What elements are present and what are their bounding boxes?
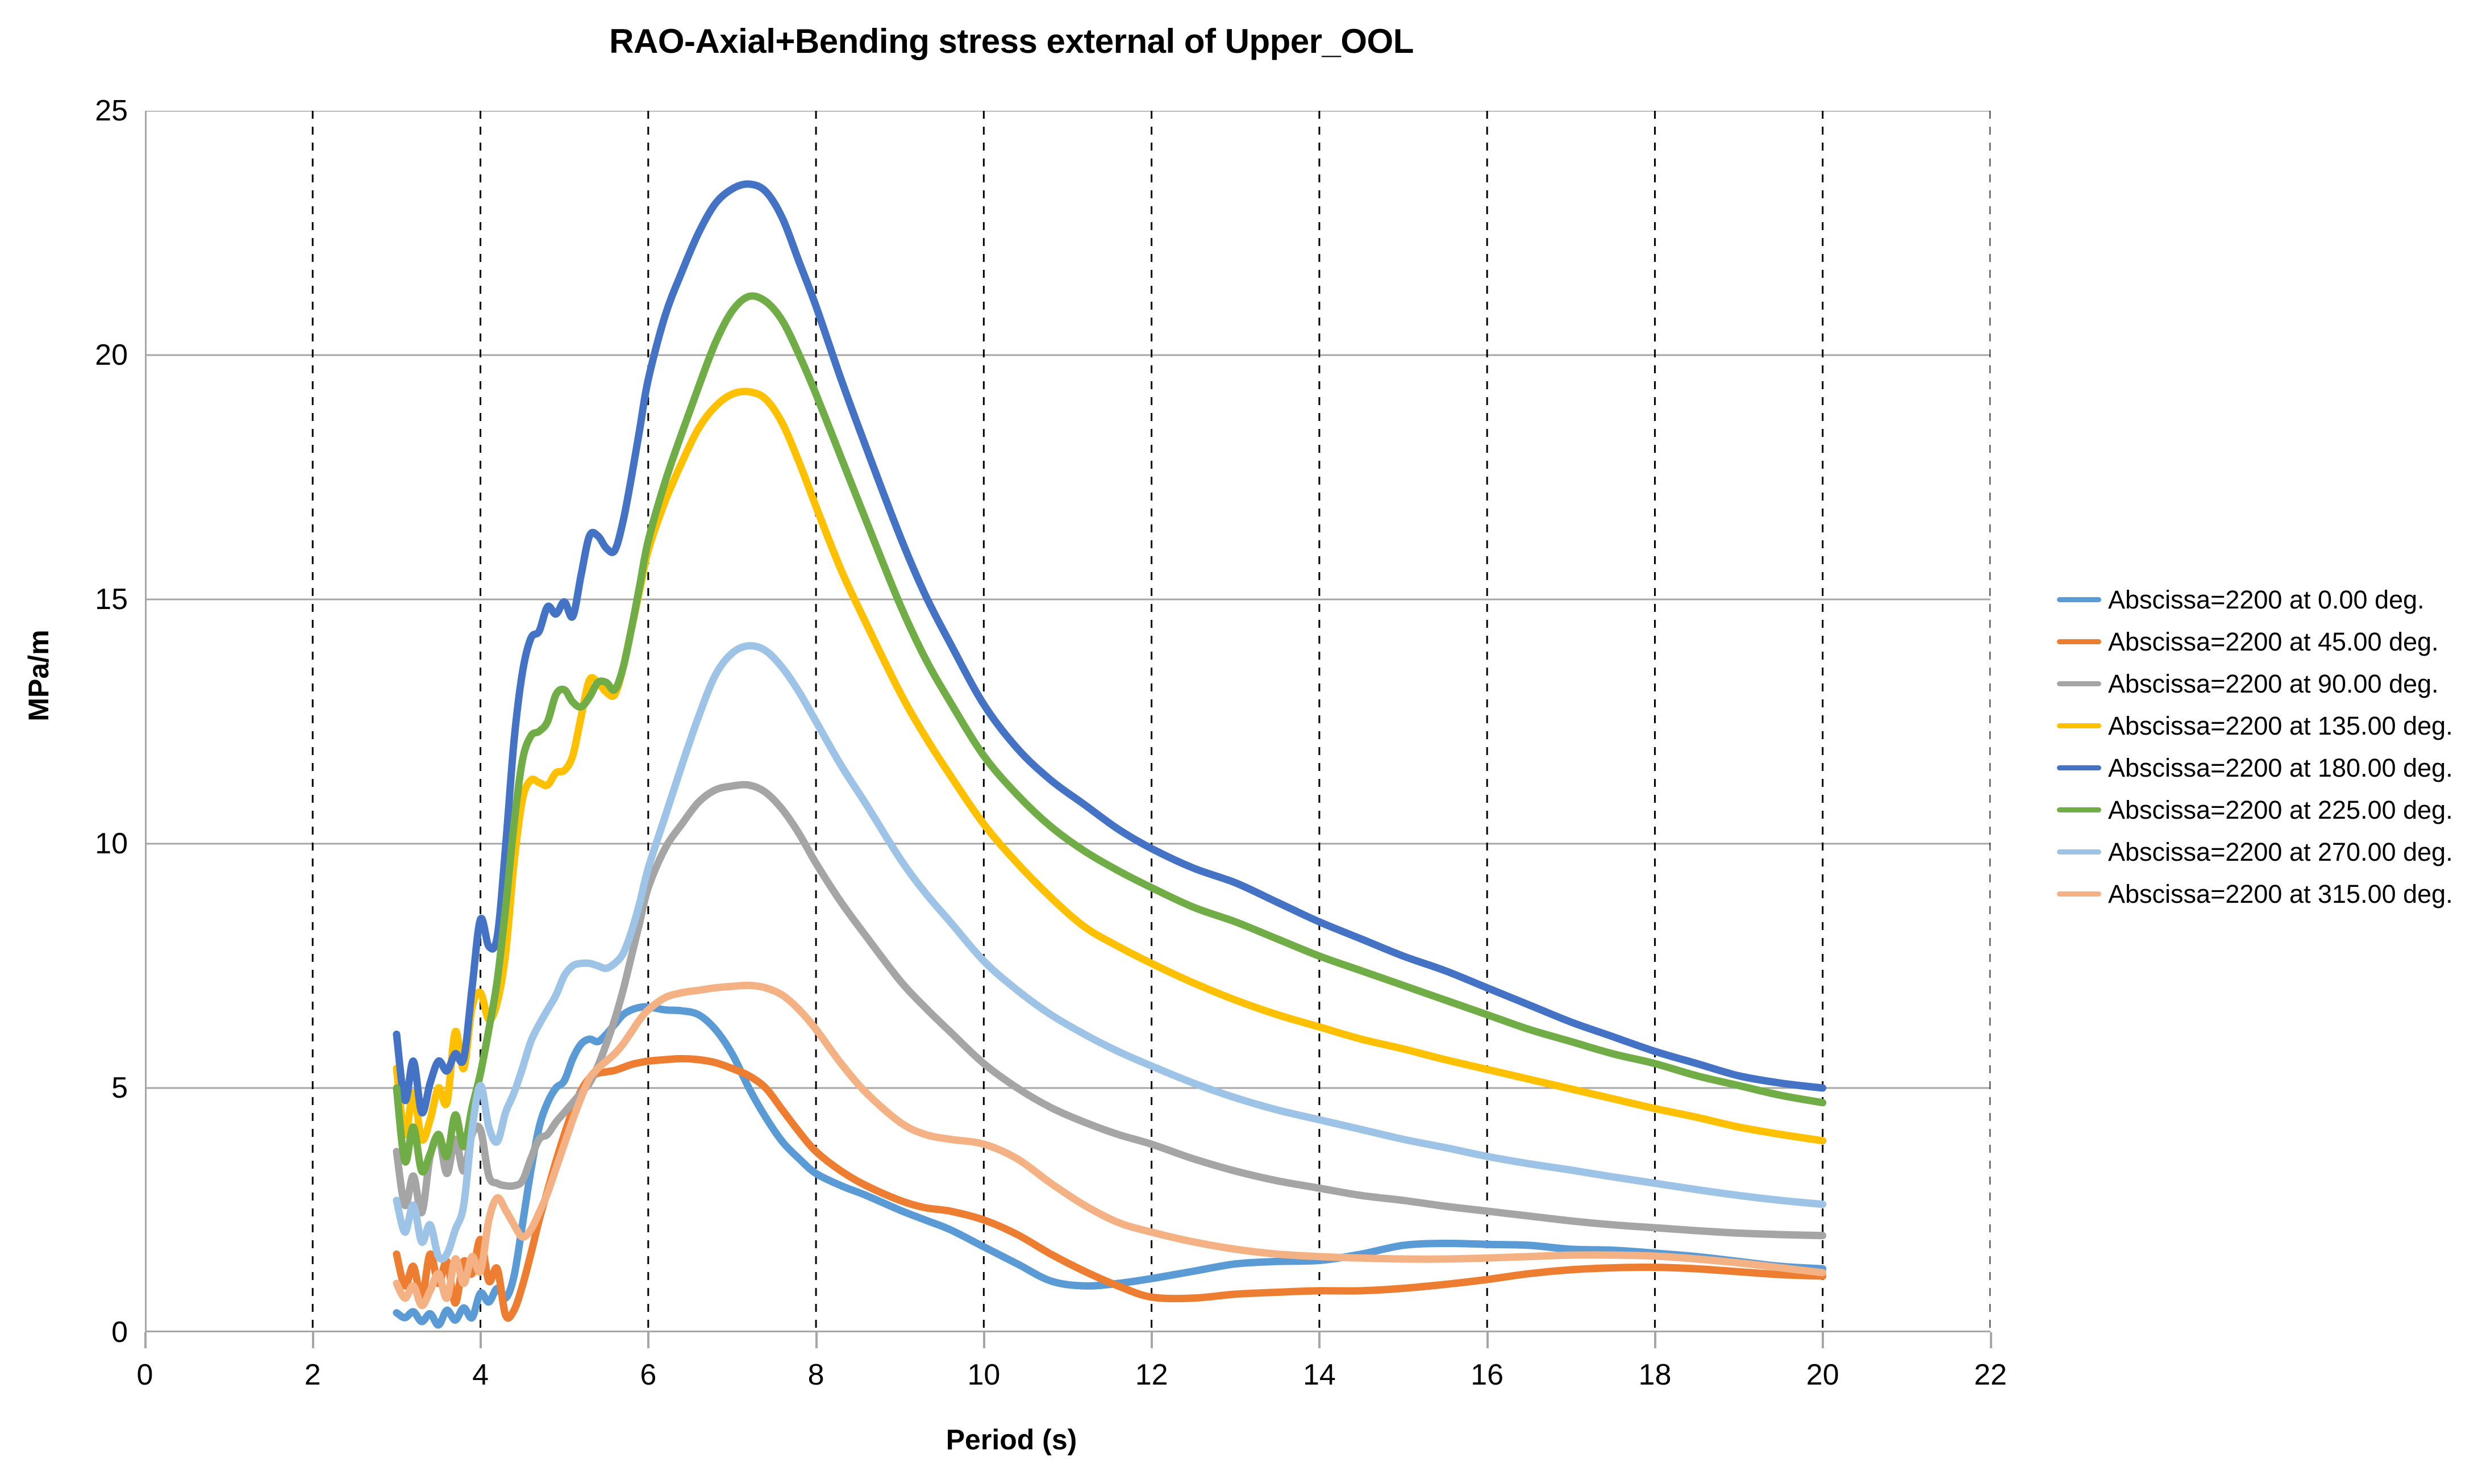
x-tick-label: 2 [304, 1358, 321, 1391]
legend-item-label: Abscissa=2200 at 315.00 deg. [2108, 879, 2453, 908]
legend-item[interactable]: Abscissa=2200 at 0.00 deg. [2057, 578, 2466, 620]
chart-legend: Abscissa=2200 at 0.00 deg. Abscissa=2200 … [2057, 578, 2466, 915]
legend-item-label: Abscissa=2200 at 225.00 deg. [2108, 795, 2453, 824]
x-tick-mark [1654, 1332, 1656, 1348]
y-tick-label: 25 [95, 94, 128, 127]
chart-title: RAO-Axial+Bending stress external of Upp… [609, 22, 1414, 60]
series-line [393, 292, 1827, 1176]
legend-item[interactable]: Abscissa=2200 at 180.00 deg. [2057, 747, 2466, 789]
x-tick-label: 14 [1302, 1358, 1336, 1391]
x-tick-mark [1822, 1332, 1825, 1348]
y-tick-label: 0 [111, 1316, 128, 1349]
series-line [393, 387, 1827, 1145]
x-tick-mark [815, 1332, 818, 1348]
series-line [393, 180, 1827, 1116]
legend-item-label: Abscissa=2200 at 180.00 deg. [2108, 753, 2453, 782]
x-tick-mark [1151, 1332, 1153, 1348]
x-tick-mark [144, 1332, 147, 1348]
legend-color-swatch [2057, 681, 2101, 686]
series-line [393, 642, 1827, 1263]
y-axis-tick-labels: 0 5 10 15 20 25 [0, 0, 128, 1484]
plot-svg [145, 111, 1990, 1332]
series-line [393, 981, 1827, 1310]
legend-item-label: Abscissa=2200 at 45.00 deg. [2108, 627, 2439, 656]
legend-color-swatch [2057, 723, 2101, 728]
x-tick-label: 18 [1638, 1358, 1672, 1391]
x-tick-mark [1318, 1332, 1321, 1348]
x-tick-label: 20 [1806, 1358, 1839, 1391]
legend-item-label: Abscissa=2200 at 90.00 deg. [2108, 669, 2439, 698]
series-line [393, 781, 1827, 1240]
y-tick-label: 10 [95, 827, 128, 860]
series-line [393, 1054, 1827, 1322]
legend-item[interactable]: Abscissa=2200 at 135.00 deg. [2057, 705, 2466, 747]
legend-color-swatch [2057, 597, 2101, 602]
x-tick-label: 8 [807, 1358, 824, 1391]
y-tick-label: 5 [111, 1072, 128, 1104]
y-axis-title: MPa/m [23, 630, 55, 722]
legend-item-label: Abscissa=2200 at 270.00 deg. [2108, 837, 2453, 866]
legend-color-swatch [2057, 807, 2101, 812]
x-tick-label: 12 [1135, 1358, 1168, 1391]
x-tick-mark [982, 1332, 985, 1348]
x-tick-mark [1989, 1332, 1992, 1348]
y-tick-label: 15 [95, 583, 128, 616]
legend-item[interactable]: Abscissa=2200 at 270.00 deg. [2057, 831, 2466, 873]
legend-item[interactable]: Abscissa=2200 at 225.00 deg. [2057, 789, 2466, 831]
x-tick-label: 10 [967, 1358, 1001, 1391]
legend-item[interactable]: Abscissa=2200 at 45.00 deg. [2057, 620, 2466, 662]
x-tick-mark [480, 1332, 482, 1348]
series-line [393, 1003, 1827, 1329]
plot-area [145, 111, 1990, 1332]
x-tick-mark [1486, 1332, 1489, 1348]
legend-color-swatch [2057, 849, 2101, 854]
x-tick-mark [311, 1332, 314, 1348]
x-tick-label: 6 [640, 1358, 657, 1391]
legend-color-swatch [2057, 765, 2101, 770]
legend-color-swatch [2057, 639, 2101, 644]
legend-color-swatch [2057, 891, 2101, 897]
x-tick-label: 4 [472, 1358, 489, 1391]
x-axis-title: Period (s) [946, 1424, 1077, 1456]
legend-item[interactable]: Abscissa=2200 at 315.00 deg. [2057, 873, 2466, 915]
x-tick-mark [647, 1332, 650, 1348]
x-tick-label: 22 [1974, 1358, 2007, 1391]
legend-item-label: Abscissa=2200 at 0.00 deg. [2108, 585, 2425, 614]
x-tick-label: 0 [136, 1358, 153, 1391]
y-tick-label: 20 [95, 339, 128, 372]
legend-item-label: Abscissa=2200 at 135.00 deg. [2108, 711, 2453, 740]
x-tick-label: 16 [1471, 1358, 1504, 1391]
legend-item[interactable]: Abscissa=2200 at 90.00 deg. [2057, 662, 2466, 705]
